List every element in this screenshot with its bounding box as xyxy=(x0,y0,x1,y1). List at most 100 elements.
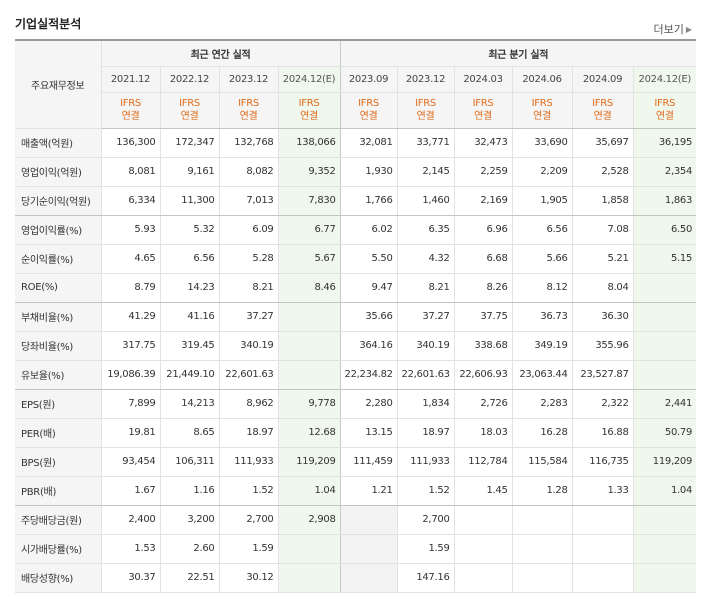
table-cell: 37.27 xyxy=(396,302,455,332)
annual-group-header: 최근 연간 실적 xyxy=(100,40,341,67)
table-cell: 11,300 xyxy=(159,186,219,216)
table-cell xyxy=(277,360,341,390)
table-cell: 93,454 xyxy=(100,447,160,477)
row-label: 순이익률(%) xyxy=(15,244,101,274)
ifrs-label: IFRS xyxy=(238,98,259,109)
accounting-standard-label: IFRS 연결 xyxy=(632,92,697,129)
table-cell: 9,778 xyxy=(277,389,341,419)
financial-summary-table: 주요재무정보 최근 연간 실적 최근 분기 실적 2021.12 2022.12 2… xyxy=(15,39,697,593)
table-cell: 33,771 xyxy=(396,128,455,158)
table-cell: 1.53 xyxy=(100,534,160,564)
table-cell: 2,280 xyxy=(339,389,398,419)
table-cell xyxy=(453,563,513,593)
table-cell: 36,195 xyxy=(632,128,697,158)
accounting-standard-label: IFRS 연결 xyxy=(453,92,513,129)
table-cell: 22,601.63 xyxy=(396,360,455,390)
table-cell: 2,209 xyxy=(511,157,573,187)
row-label: 당좌비율(%) xyxy=(15,331,101,361)
table-cell: 1,460 xyxy=(396,186,455,216)
table-cell xyxy=(571,505,634,535)
table-cell: 8.26 xyxy=(453,273,513,303)
consolidated-label: 연결 xyxy=(239,111,258,122)
table-cell: 23,063.44 xyxy=(511,360,573,390)
table-cell xyxy=(632,505,697,535)
table-row: EPS(원) 7,899 14,213 8,962 9,778 2,280 1,834 2,7… xyxy=(15,389,697,419)
row-label: 유보율(%) xyxy=(15,360,101,390)
table-cell: 1.21 xyxy=(339,476,398,506)
table-cell: 1.33 xyxy=(571,476,634,506)
table-cell: 41.29 xyxy=(100,302,160,332)
table-cell: 132,768 xyxy=(218,128,278,158)
row-label: 매출액(억원) xyxy=(15,128,101,158)
table-cell: 338.68 xyxy=(453,331,513,361)
row-label: 주당배당금(원) xyxy=(15,505,101,535)
row-label: ROE(%) xyxy=(15,273,101,303)
table-row: 매출액(억원) 136,300 172,347 132,768 138,066 32,08… xyxy=(15,128,697,158)
table-row: 배당성향(%) 30.37 22.51 30.12 147.16 xyxy=(15,563,697,593)
table-cell: 8,081 xyxy=(100,157,160,187)
table-cell xyxy=(632,331,697,361)
table-cell: 147.16 xyxy=(396,563,455,593)
consolidated-label: 연결 xyxy=(533,111,551,122)
table-cell: 33,690 xyxy=(511,128,573,158)
ifrs-label: IFRS xyxy=(472,98,494,109)
table-cell: 16.88 xyxy=(571,418,634,448)
table-cell: 2,441 xyxy=(632,389,697,419)
table-cell: 18.03 xyxy=(453,418,513,448)
table-cell: 1.04 xyxy=(632,476,697,506)
table-cell: 172,347 xyxy=(159,128,219,158)
table-cell: 5.66 xyxy=(511,244,573,274)
table-cell xyxy=(277,563,341,593)
table-cell: 8.65 xyxy=(159,418,219,448)
group-header-row: 주요재무정보 최근 연간 실적 최근 분기 실적 xyxy=(15,40,697,129)
table-cell xyxy=(511,505,573,535)
table-cell: 7,013 xyxy=(218,186,278,216)
accounting-standard-label: IFRS 연결 xyxy=(339,92,398,129)
table-cell: 2,259 xyxy=(453,157,513,187)
table-cell: 2,145 xyxy=(396,157,455,187)
table-cell: 36.30 xyxy=(571,302,634,332)
table-cell: 37.27 xyxy=(218,302,278,332)
table-cell: 6.50 xyxy=(632,215,697,245)
period-header: 2023.12 xyxy=(218,66,278,93)
period-header: 2021.12 xyxy=(100,66,160,93)
table-row: 시가배당률(%) 1.53 2.60 1.59 1.59 xyxy=(15,534,697,564)
consolidated-label: 연결 xyxy=(655,111,674,122)
ifrs-label: IFRS xyxy=(531,98,553,109)
table-cell: 319.45 xyxy=(159,331,219,361)
table-cell: 1.04 xyxy=(277,476,341,506)
table-cell: 30.12 xyxy=(218,563,278,593)
table-cell: 1.16 xyxy=(159,476,219,506)
period-header: 2024.12(E) xyxy=(632,66,697,93)
table-cell: 6.09 xyxy=(218,215,278,245)
more-label: 더보기 xyxy=(653,23,684,36)
table-cell: 1,834 xyxy=(396,389,455,419)
quarterly-group-header: 최근 분기 실적 xyxy=(339,40,697,67)
table-cell: 111,933 xyxy=(396,447,455,477)
table-cell: 340.19 xyxy=(218,331,278,361)
period-header: 2023.09 xyxy=(339,66,398,93)
table-cell xyxy=(632,360,697,390)
table-row: PBR(배) 1.67 1.16 1.52 1.04 1.21 1.52 1.45 1.28 1.… xyxy=(15,476,697,506)
ifrs-label: IFRS xyxy=(179,98,200,109)
table-cell xyxy=(632,563,697,593)
row-label: 배당성향(%) xyxy=(15,563,101,593)
table-cell xyxy=(339,563,398,593)
period-header: 2024.06 xyxy=(511,66,573,93)
table-cell: 8.79 xyxy=(100,273,160,303)
table-cell: 8.21 xyxy=(396,273,455,303)
more-link[interactable]: 더보기 ▶ xyxy=(653,21,692,37)
table-row: ROE(%) 8.79 14.23 8.21 8.46 9.47 8.21 8.26 8.12 8… xyxy=(15,273,697,303)
table-cell xyxy=(339,534,398,564)
table-cell: 1,930 xyxy=(339,157,398,187)
table-row: 당좌비율(%) 317.75 319.45 340.19 364.16 340.19 338… xyxy=(15,331,697,361)
table-cell xyxy=(632,273,697,303)
table-cell: 111,933 xyxy=(218,447,278,477)
period-header: 2024.03 xyxy=(453,66,513,93)
consolidated-label: 연결 xyxy=(593,111,612,122)
table-cell: 6,334 xyxy=(100,186,160,216)
table-cell: 19,086.39 xyxy=(100,360,160,390)
table-cell: 9,161 xyxy=(159,157,219,187)
table-cell: 2.60 xyxy=(159,534,219,564)
table-cell: 5.28 xyxy=(218,244,278,274)
